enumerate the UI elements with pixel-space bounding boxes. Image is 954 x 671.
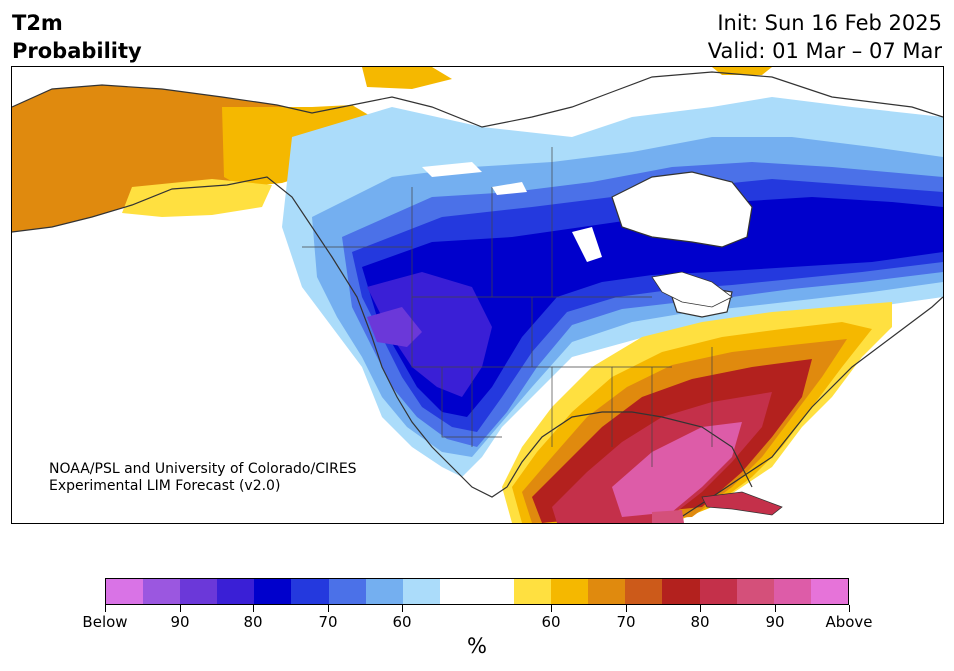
colorbar: [105, 578, 849, 605]
map-title: T2m Probability: [12, 9, 142, 65]
cold-core-region: [362, 197, 943, 417]
credit-line-2: Experimental LIM Forecast (v2.0): [49, 478, 281, 494]
colorbar-tick-label: 90: [765, 613, 785, 631]
colorbar-tick: [402, 605, 403, 612]
title-quantity: Probability: [12, 39, 142, 63]
map-panel: [11, 66, 944, 524]
colorbar-tick-label: 80: [243, 613, 263, 631]
colorbar-tick-label: 70: [616, 613, 636, 631]
colorbar-segment: [328, 579, 366, 604]
great-lakes: [651, 271, 733, 308]
colorbar-tick-label: 80: [690, 613, 710, 631]
colorbar-segment: [625, 579, 663, 604]
colorbar-tick-label: Below: [82, 613, 128, 631]
colorbar-segment: [143, 579, 181, 604]
data-credit: NOAA/PSL and University of Colorado/CIRE…: [49, 461, 357, 495]
colorbar-tick: [551, 605, 552, 612]
colorbar-tick: [626, 605, 627, 612]
valid-dates: Valid: 01 Mar – 07 Mar: [707, 39, 942, 63]
colorbar-unit: %: [467, 634, 487, 658]
colorbar-segment: [291, 579, 329, 604]
colorbar-segment: [217, 579, 255, 604]
colorbar-segment: [476, 579, 515, 604]
colorbar-segment: [402, 579, 440, 604]
colorbar-tick-label: 70: [318, 613, 338, 631]
colorbar-segment: [773, 579, 811, 604]
colorbar-tick-label: 60: [541, 613, 561, 631]
probability-map: [12, 67, 943, 523]
title-variable: T2m: [12, 11, 63, 35]
colorbar-segment: [514, 579, 552, 604]
colorbar-tick: [849, 605, 850, 612]
credit-line-1: NOAA/PSL and University of Colorado/CIRE…: [49, 461, 357, 477]
colorbar-segment: [699, 579, 737, 604]
colorbar-tick: [105, 605, 106, 612]
init-date: Init: Sun 16 Feb 2025: [717, 11, 942, 35]
colorbar-tick: [775, 605, 776, 612]
colorbar-segment: [662, 579, 700, 604]
colorbar-segment: [106, 579, 144, 604]
colorbar-tick-label: 60: [392, 613, 412, 631]
colorbar-tick: [180, 605, 181, 612]
colorbar-segment: [810, 579, 848, 604]
colorbar-segment: [254, 579, 292, 604]
state-borders: [302, 147, 713, 467]
colorbar-segment: [439, 579, 477, 604]
colorbar-segment: [365, 579, 403, 604]
colorbar-segment: [551, 579, 589, 604]
colorbar-segment: [736, 579, 774, 604]
cuba: [701, 491, 783, 516]
colorbar-segment: [588, 579, 626, 604]
colorbar-tick: [253, 605, 254, 612]
colorbar-tick-label: 90: [170, 613, 190, 631]
coastlines: [12, 71, 943, 523]
colorbar-tick: [700, 605, 701, 612]
colorbar-segment: [180, 579, 218, 604]
colorbar-tick: [328, 605, 329, 612]
forecast-dates: Init: Sun 16 Feb 2025 Valid: 01 Mar – 07…: [708, 9, 942, 65]
colorbar-tick-label: Above: [825, 613, 873, 631]
